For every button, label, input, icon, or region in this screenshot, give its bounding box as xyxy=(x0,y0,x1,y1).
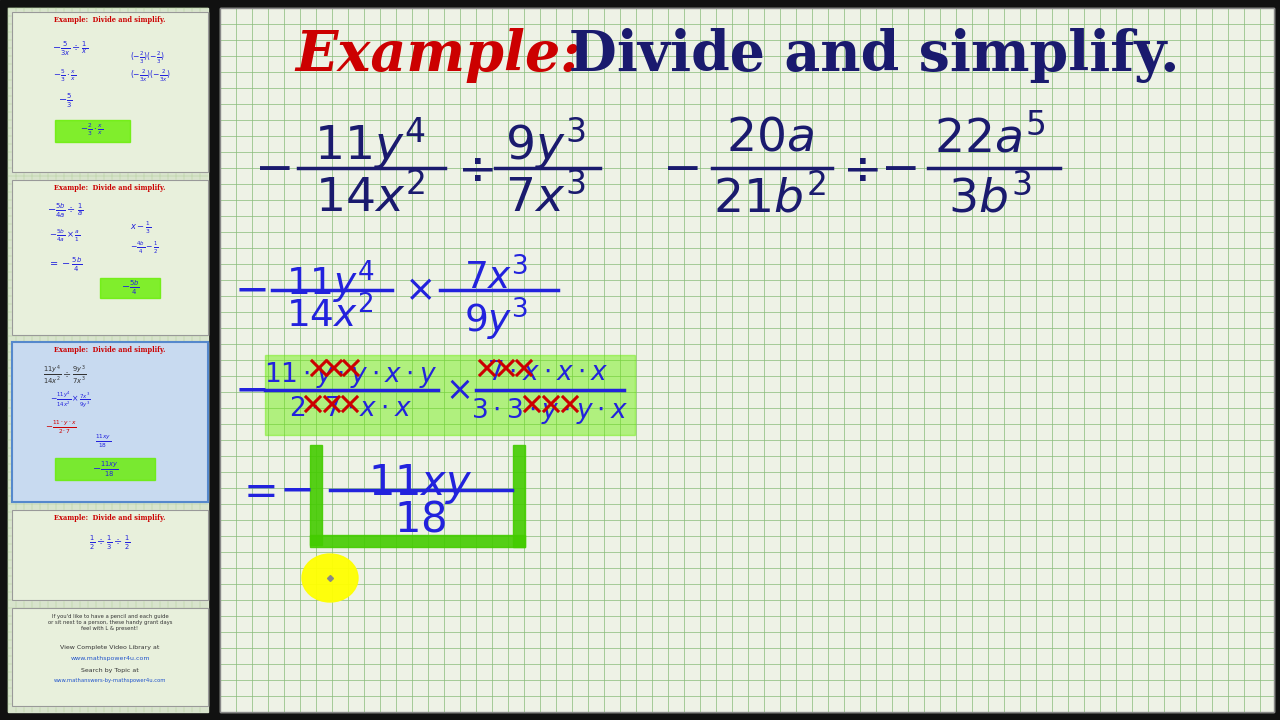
Text: $\div$: $\div$ xyxy=(457,145,493,191)
Text: $11y^4$: $11y^4$ xyxy=(285,258,375,306)
Bar xyxy=(12,12,207,172)
Text: $-\frac{11\cdot y\cdot x}{2\cdot 7}$: $-\frac{11\cdot y\cdot x}{2\cdot 7}$ xyxy=(45,418,77,436)
Text: Divide and simplify.: Divide and simplify. xyxy=(530,28,1179,83)
Bar xyxy=(220,8,1274,712)
Text: $9y^3$: $9y^3$ xyxy=(504,115,585,172)
Text: $-\frac{4b}{4} - \frac{1}{2}$: $-\frac{4b}{4} - \frac{1}{2}$ xyxy=(131,240,159,256)
Text: $\frac{1}{2} \div \frac{1}{3} \div \frac{1}{2}$: $\frac{1}{2} \div \frac{1}{3} \div \frac… xyxy=(90,534,131,552)
Text: $-$: $-$ xyxy=(253,145,291,191)
Text: $14x^2$: $14x^2$ xyxy=(315,175,425,222)
Text: www.mathanswers-by-mathspower4u.com: www.mathanswers-by-mathspower4u.com xyxy=(54,678,166,683)
Text: $21b^2$: $21b^2$ xyxy=(713,175,827,222)
Text: $-\frac{11y^4}{14x^2} \times \frac{7x^3}{9y^3}$: $-\frac{11y^4}{14x^2} \times \frac{7x^3}… xyxy=(50,390,91,410)
Bar xyxy=(12,510,207,600)
Text: Example:  Divide and simplify.: Example: Divide and simplify. xyxy=(54,184,165,192)
Text: $7x^3$: $7x^3$ xyxy=(463,258,529,297)
Text: View Complete Video Library at: View Complete Video Library at xyxy=(60,645,160,650)
Text: $3b^3$: $3b^3$ xyxy=(948,175,1032,222)
Bar xyxy=(310,535,525,547)
Text: $-$: $-$ xyxy=(662,145,699,191)
Text: Search by Topic at: Search by Topic at xyxy=(81,668,138,673)
Text: $-$: $-$ xyxy=(234,269,266,311)
Text: $22a^5$: $22a^5$ xyxy=(934,115,1046,163)
Bar xyxy=(12,342,207,502)
Text: $-$: $-$ xyxy=(879,145,916,191)
Text: $-\frac{5b}{4a} \div \frac{1}{a}$: $-\frac{5b}{4a} \div \frac{1}{a}$ xyxy=(47,202,83,220)
Bar xyxy=(12,510,207,600)
Text: $-$: $-$ xyxy=(234,369,266,411)
Text: $9y^3$: $9y^3$ xyxy=(463,296,529,343)
Bar xyxy=(513,445,525,547)
Bar xyxy=(12,608,207,706)
Text: Example:  Divide and simplify.: Example: Divide and simplify. xyxy=(54,514,165,522)
Text: $-$: $-$ xyxy=(279,469,311,511)
Bar xyxy=(310,445,323,545)
Text: $\times$: $\times$ xyxy=(445,374,471,407)
Text: $\frac{11xy}{18}$: $\frac{11xy}{18}$ xyxy=(95,432,111,450)
Text: $11xy$: $11xy$ xyxy=(367,462,472,506)
Bar xyxy=(265,355,635,435)
Ellipse shape xyxy=(302,554,358,602)
Text: $\times$: $\times$ xyxy=(404,271,433,308)
Text: $-\frac{11xy}{18}$: $-\frac{11xy}{18}$ xyxy=(91,459,119,479)
Bar xyxy=(8,8,207,712)
Text: $3 \cdot 3 \cdot y \cdot y \cdot x$: $3 \cdot 3 \cdot y \cdot y \cdot x$ xyxy=(471,396,628,426)
Text: $=$: $=$ xyxy=(234,469,275,511)
Bar xyxy=(12,12,207,172)
Text: $x - \frac{1}{3}$: $x - \frac{1}{3}$ xyxy=(131,220,151,236)
Text: $11 \cdot y \cdot y \cdot x \cdot y$: $11 \cdot y \cdot y \cdot x \cdot y$ xyxy=(264,360,436,390)
Text: $\div$: $\div$ xyxy=(842,145,878,191)
Text: Example:: Example: xyxy=(294,28,581,83)
Bar xyxy=(55,120,131,142)
Text: $-\frac{5b}{4a} \times \frac{a}{1}$: $-\frac{5b}{4a} \times \frac{a}{1}$ xyxy=(49,228,81,244)
Text: Example:  Divide and simplify.: Example: Divide and simplify. xyxy=(54,16,165,24)
Bar xyxy=(55,458,155,480)
Text: If you'd like to have a pencil and each guide
or sit next to a person, these han: If you'd like to have a pencil and each … xyxy=(47,614,173,631)
Text: $(-\frac{2}{3x})(-\frac{2}{3x})$: $(-\frac{2}{3x})(-\frac{2}{3x})$ xyxy=(131,68,172,84)
Text: $-\frac{5b}{4}$: $-\frac{5b}{4}$ xyxy=(120,279,140,297)
Text: $18$: $18$ xyxy=(394,498,447,540)
Text: $20a$: $20a$ xyxy=(726,115,814,161)
Text: $11y^4$: $11y^4$ xyxy=(315,115,426,173)
Text: $-\frac{5}{3} \cdot \frac{x}{x}$: $-\frac{5}{3} \cdot \frac{x}{x}$ xyxy=(54,68,77,84)
Text: Example:  Divide and simplify.: Example: Divide and simplify. xyxy=(54,346,165,354)
Text: $-\frac{2}{3} \cdot \frac{x}{x}$: $-\frac{2}{3} \cdot \frac{x}{x}$ xyxy=(81,122,104,138)
Bar xyxy=(100,278,160,298)
Text: $-\frac{5}{3x} \div \frac{1}{x}$: $-\frac{5}{3x} \div \frac{1}{x}$ xyxy=(52,40,88,58)
Bar xyxy=(12,180,207,335)
Text: $7 \cdot x \cdot x \cdot x$: $7 \cdot x \cdot x \cdot x$ xyxy=(488,360,609,385)
Bar xyxy=(12,342,207,502)
Text: $-\frac{5}{3}$: $-\frac{5}{3}$ xyxy=(58,92,72,110)
Text: $7x^3$: $7x^3$ xyxy=(504,175,585,222)
Text: $14x^2$: $14x^2$ xyxy=(287,296,374,335)
Bar xyxy=(12,608,207,706)
Bar xyxy=(220,8,1274,712)
Text: www.mathspower4u.com: www.mathspower4u.com xyxy=(70,656,150,661)
Text: $\frac{11y^4}{14x^2} \div \frac{9y^3}{7x^3}$: $\frac{11y^4}{14x^2} \div \frac{9y^3}{7x… xyxy=(44,364,87,387)
Text: $2 \cdot 7 \cdot x \cdot x$: $2 \cdot 7 \cdot x \cdot x$ xyxy=(288,396,411,421)
Text: $(-\frac{2}{3})(-\frac{2}{3})$: $(-\frac{2}{3})(-\frac{2}{3})$ xyxy=(131,50,165,66)
Bar xyxy=(12,180,207,335)
Text: $= -\frac{5b}{4}$: $= -\frac{5b}{4}$ xyxy=(47,256,82,274)
